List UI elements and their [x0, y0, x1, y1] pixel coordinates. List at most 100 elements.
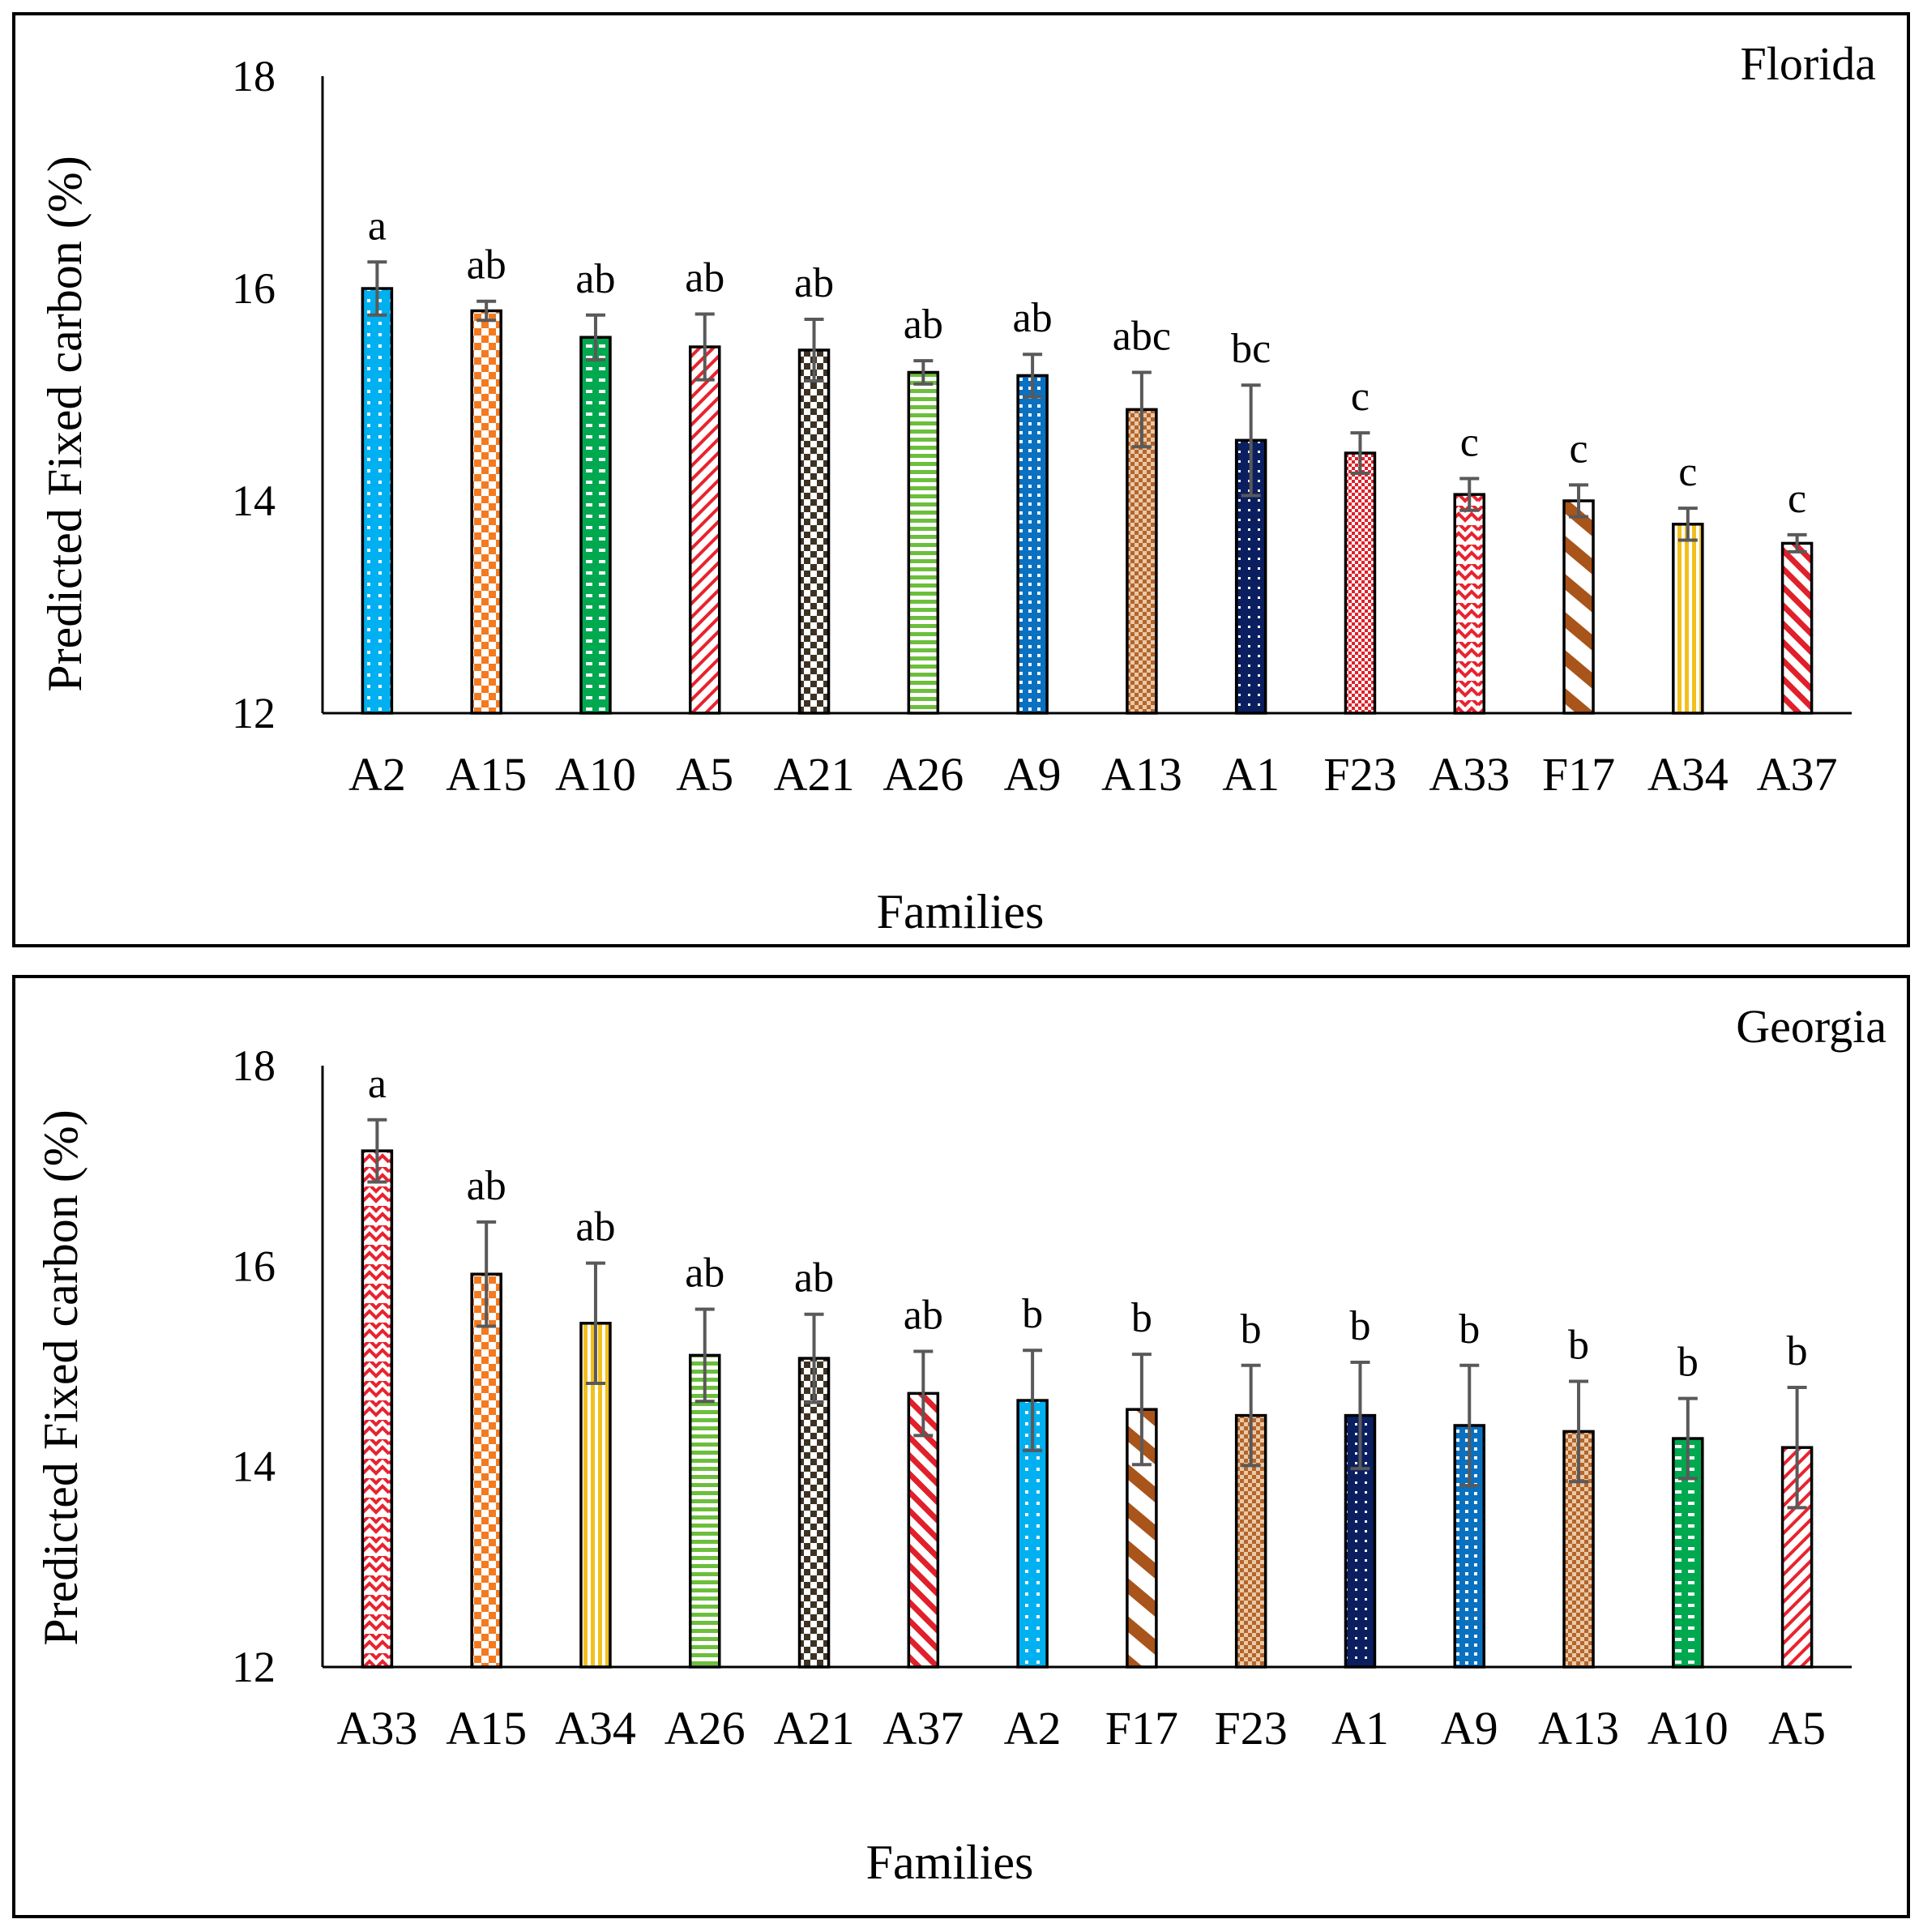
florida-category-label: A37 — [1757, 748, 1838, 801]
florida-y-ticks: 12 14 16 18 — [232, 52, 276, 737]
florida-bar-a34 — [1672, 523, 1704, 715]
georgia-error-bar-a1 — [1350, 1361, 1370, 1471]
georgia-category-label: F23 — [1215, 1702, 1288, 1755]
florida-category-label: A1 — [1222, 748, 1280, 801]
florida-significance-label: c — [1678, 449, 1697, 495]
florida-significance-label: ab — [685, 254, 724, 301]
georgia-category-label: A33 — [336, 1702, 417, 1755]
florida-significance-label: ab — [794, 260, 834, 306]
florida-bar-a9 — [1016, 374, 1049, 715]
florida-significance-label: bc — [1231, 326, 1271, 372]
florida-bar-a33 — [1453, 493, 1485, 715]
florida-y-tick-label: 14 — [232, 477, 276, 525]
florida-error-bar-a9 — [1023, 353, 1043, 399]
florida-y-tick-label: 18 — [232, 52, 276, 100]
georgia-title: Georgia — [1736, 1000, 1887, 1053]
georgia-category-label: A9 — [1441, 1702, 1498, 1755]
florida-significance-label: abc — [1113, 313, 1171, 359]
florida-bar-f23 — [1344, 451, 1377, 715]
georgia-y-axis-title: Predicted Fixed carbon (%) — [34, 1109, 88, 1645]
georgia-significance-label: b — [1568, 1323, 1589, 1369]
florida-category-label: A13 — [1101, 748, 1182, 801]
florida-panel-frame — [12, 12, 1910, 947]
georgia-error-bar-a15 — [476, 1220, 497, 1328]
georgia-significance-label: b — [1131, 1295, 1152, 1341]
georgia-error-bar-a34 — [585, 1261, 605, 1386]
georgia-bar-a21 — [797, 1357, 831, 1669]
georgia-y-tick-label: 14 — [232, 1443, 276, 1491]
florida-category-label: A2 — [348, 748, 406, 801]
florida-bar-a26 — [907, 370, 940, 715]
florida-error-bar-a5 — [694, 312, 715, 382]
florida-bar-a2 — [361, 287, 394, 715]
florida-title: Florida — [1740, 37, 1876, 90]
florida-bar-a5 — [689, 345, 721, 715]
georgia-error-bar-a10 — [1677, 1396, 1698, 1481]
florida-category-label: A34 — [1647, 748, 1729, 801]
florida-error-bar-a33 — [1459, 477, 1480, 512]
florida-significance-label: c — [1351, 374, 1370, 420]
florida-significance-label: c — [1788, 476, 1806, 522]
florida-category-label: A15 — [446, 748, 527, 801]
florida-significance-label: ab — [1013, 295, 1053, 341]
florida-error-bar-a26 — [913, 359, 934, 386]
florida-error-bar-f23 — [1350, 431, 1370, 475]
florida-bar-a13 — [1126, 408, 1158, 715]
florida-y-axis-title: Predicted Fixed carbon (%) — [38, 156, 92, 691]
georgia-bar-a15 — [470, 1272, 502, 1669]
georgia-error-bar-f23 — [1241, 1363, 1261, 1468]
georgia-category-label: A26 — [665, 1702, 746, 1755]
florida-bar-a15 — [470, 309, 502, 715]
georgia-significance-label: b — [1349, 1303, 1370, 1349]
georgia-category-label: A1 — [1331, 1702, 1389, 1755]
georgia-y-tick-label: 16 — [232, 1242, 276, 1290]
florida-category-label: A26 — [882, 748, 964, 801]
georgia-significance-label: b — [1459, 1306, 1480, 1353]
georgia-category-label: A15 — [446, 1702, 527, 1755]
florida-x-axis-title: Families — [877, 885, 1045, 938]
georgia-bar-a33 — [361, 1149, 394, 1669]
florida-category-label: F17 — [1542, 748, 1615, 801]
florida-category-label: F23 — [1323, 748, 1396, 801]
georgia-y-tick-label: 18 — [232, 1041, 276, 1090]
georgia-significance-label: a — [368, 1061, 387, 1107]
georgia-error-bar-a2 — [1023, 1349, 1043, 1452]
georgia-bar-f23 — [1234, 1413, 1267, 1669]
georgia-significance-label: b — [1677, 1340, 1699, 1386]
georgia-category-label: A10 — [1647, 1702, 1729, 1755]
florida-error-bar-a10 — [585, 313, 605, 361]
florida-category-label: A10 — [555, 748, 636, 801]
georgia-y-tick-label: 12 — [232, 1643, 276, 1691]
georgia-panel: Georgia Predicted Fixed carbon (%) Famil… — [12, 975, 1910, 1918]
georgia-bar-a37 — [907, 1391, 940, 1669]
florida-panel: Florida Predicted Fixed carbon (%) Famil… — [12, 12, 1910, 947]
georgia-significance-label: ab — [467, 1163, 506, 1209]
georgia-error-bar-a21 — [804, 1312, 824, 1404]
georgia-category-label: A34 — [555, 1702, 636, 1755]
georgia-significance-label: ab — [794, 1255, 834, 1302]
florida-category-label: A21 — [774, 748, 855, 801]
georgia-error-bar-a37 — [913, 1349, 934, 1438]
georgia-error-bar-a13 — [1569, 1379, 1589, 1484]
florida-significance-label: a — [368, 203, 387, 249]
florida-error-bar-a37 — [1787, 532, 1807, 554]
florida-bar-f17 — [1562, 499, 1595, 715]
georgia-category-label: A37 — [882, 1702, 964, 1755]
florida-bar-a21 — [797, 348, 831, 715]
georgia-category-label: A13 — [1538, 1702, 1619, 1755]
florida-significance-label: ab — [467, 242, 506, 289]
florida-category-label: A5 — [676, 748, 733, 801]
florida-error-bar-a15 — [476, 299, 497, 323]
florida-error-bar-a34 — [1677, 507, 1698, 542]
georgia-significance-label: ab — [904, 1292, 943, 1338]
georgia-x-axis-title: Families — [866, 1836, 1034, 1889]
georgia-significance-label: b — [1787, 1328, 1808, 1374]
florida-bars: a A2 ab A15 ab A10 ab A5 ab A21 ab A26 ab A9 abc A13 bc A… — [348, 203, 1838, 801]
florida-significance-label: c — [1460, 419, 1479, 465]
florida-significance-label: ab — [575, 256, 615, 302]
florida-error-bar-f17 — [1569, 483, 1589, 519]
georgia-bar-a26 — [689, 1353, 721, 1669]
florida-error-bar-a13 — [1131, 370, 1152, 449]
georgia-significance-label: b — [1022, 1291, 1043, 1337]
